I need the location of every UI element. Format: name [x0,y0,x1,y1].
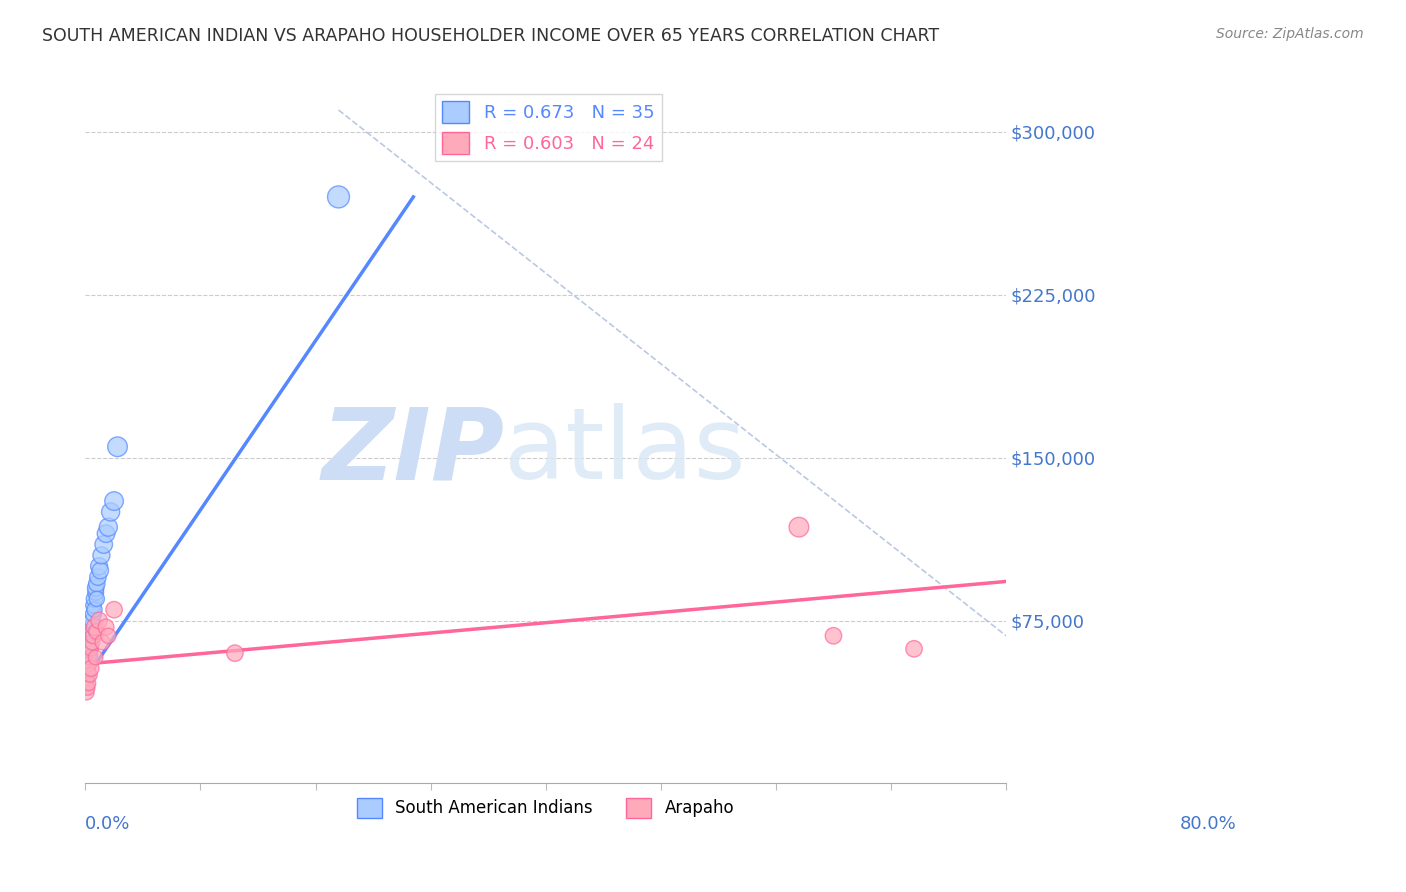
Point [97,520,120,534]
Point [103,603,125,617]
Point [86,624,108,639]
Point [80,641,103,656]
Point [86,591,108,606]
Text: ZIP: ZIP [321,403,505,500]
Point [84,585,107,599]
Point [77,641,100,656]
Point [76,664,98,678]
Point [77,676,100,690]
Point [103,494,125,508]
Point [84,650,107,665]
Point [75,672,97,686]
Point [903,641,925,656]
Text: atlas: atlas [505,403,747,500]
Point [83,620,105,634]
Point [93,537,115,551]
Point [80,629,103,643]
Point [80,661,103,675]
Point [82,599,104,613]
Point [89,564,111,578]
Point [77,657,100,671]
Point [76,668,98,682]
Point [94,620,117,634]
Point [75,685,97,699]
Text: Source: ZipAtlas.com: Source: ZipAtlas.com [1216,27,1364,41]
Point [76,657,98,671]
Point [83,603,105,617]
Text: 80.0%: 80.0% [1180,815,1236,833]
Point [79,657,101,671]
Point [328,190,350,204]
Point [77,664,100,678]
Point [87,614,110,628]
Text: 0.0%: 0.0% [86,815,131,833]
Point [80,640,103,654]
Point [75,664,97,678]
Point [107,440,129,454]
Point [76,679,98,693]
Point [79,646,101,660]
Point [787,520,810,534]
Point [87,570,110,584]
Point [79,668,101,682]
Point [79,635,101,649]
Point [82,629,104,643]
Point [75,672,97,686]
Point [82,607,104,621]
Point [94,526,117,541]
Point [80,620,103,634]
Point [83,591,105,606]
Point [76,681,98,695]
Text: SOUTH AMERICAN INDIAN VS ARAPAHO HOUSEHOLDER INCOME OVER 65 YEARS CORRELATION CH: SOUTH AMERICAN INDIAN VS ARAPAHO HOUSEHO… [42,27,939,45]
Point [823,629,845,643]
Point [90,549,112,563]
Point [224,646,246,660]
Legend: South American Indians, Arapaho: South American Indians, Arapaho [350,791,741,824]
Point [82,624,104,639]
Point [82,635,104,649]
Point [87,559,110,574]
Point [97,629,120,643]
Point [86,576,108,591]
Point [91,635,114,649]
Point [84,581,107,595]
Point [100,505,122,519]
Point [82,614,104,628]
Point [79,650,101,665]
Point [77,650,100,665]
